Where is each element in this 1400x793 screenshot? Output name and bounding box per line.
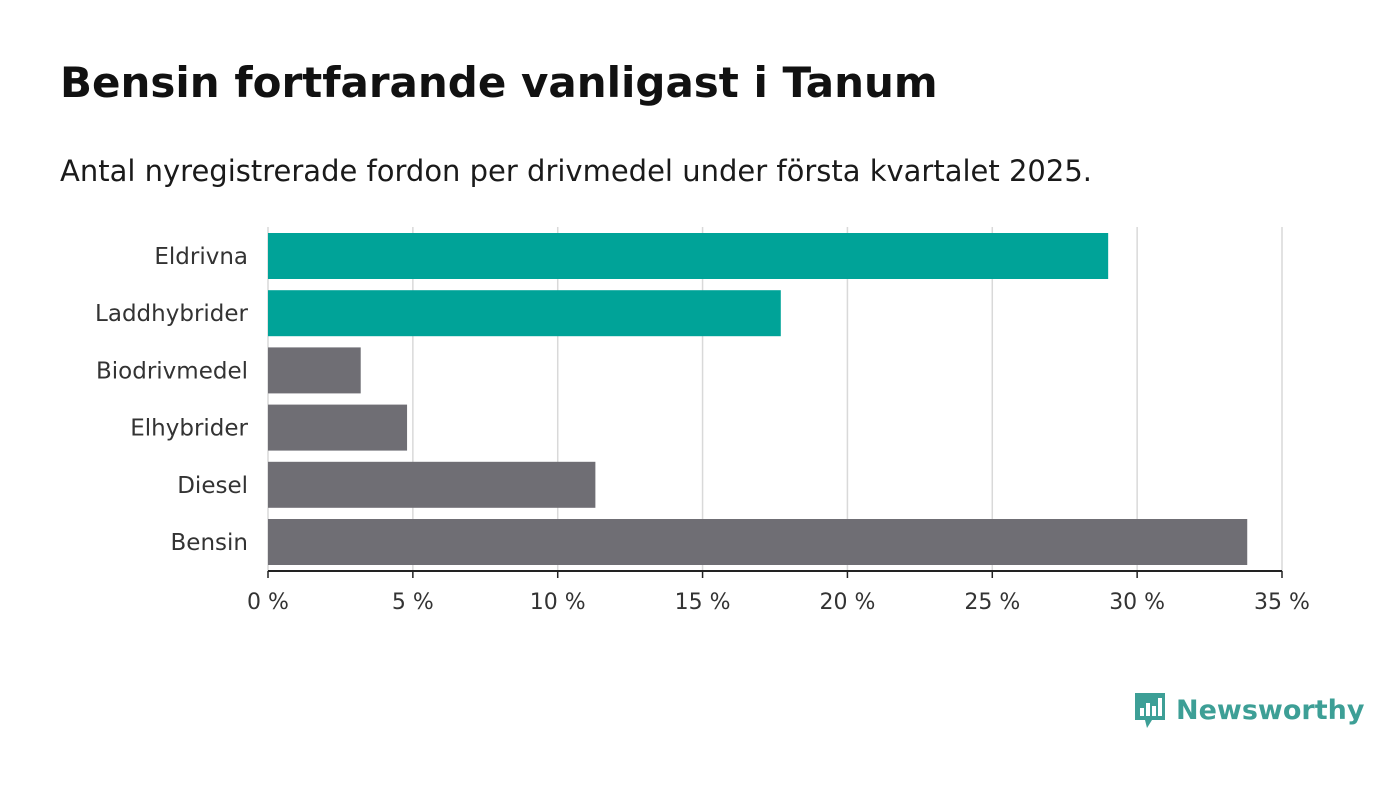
bar-biodrivmedel xyxy=(268,347,361,394)
category-label: Bensin xyxy=(171,530,248,556)
x-tick-label: 5 % xyxy=(392,590,434,615)
x-tick-label: 25 % xyxy=(964,590,1020,615)
category-label: Diesel xyxy=(177,473,248,499)
x-tick-label: 30 % xyxy=(1109,590,1165,615)
x-tick-label: 10 % xyxy=(530,590,586,615)
gridlines xyxy=(267,227,1283,571)
category-label: Elhybrider xyxy=(130,416,248,442)
x-tick-label: 20 % xyxy=(819,590,875,615)
bar-laddhybrider xyxy=(268,290,781,337)
bar-diesel xyxy=(268,461,596,508)
chart-title: Bensin fortfarande vanligast i Tanum xyxy=(60,58,938,107)
bar-eldrivna xyxy=(268,233,1109,279)
bar-elhybrider xyxy=(268,404,408,451)
category-label: Biodrivmedel xyxy=(96,358,248,384)
x-axis: 0 % 5 % 10 % 15 % 20 % 25 % 30 % 35 % xyxy=(247,570,1310,615)
x-tick-label: 15 % xyxy=(675,590,731,615)
brand-name: Newsworthy xyxy=(1176,694,1365,726)
category-labels: Eldrivna Laddhybrider Biodrivmedel Elhybrid… xyxy=(95,244,248,556)
bar-bensin xyxy=(268,519,1248,565)
x-tick-label: 0 % xyxy=(247,590,289,615)
category-label: Laddhybrider xyxy=(95,301,248,327)
chart-subtitle: Antal nyregistrerade fordon per drivmede… xyxy=(60,154,1093,188)
bars xyxy=(268,233,1248,565)
bar-chart-speech-bubble-icon xyxy=(1135,693,1165,728)
x-tick-label: 35 % xyxy=(1254,590,1310,615)
category-label: Eldrivna xyxy=(154,244,248,270)
newsworthy-logo: Newsworthy xyxy=(1132,690,1364,730)
